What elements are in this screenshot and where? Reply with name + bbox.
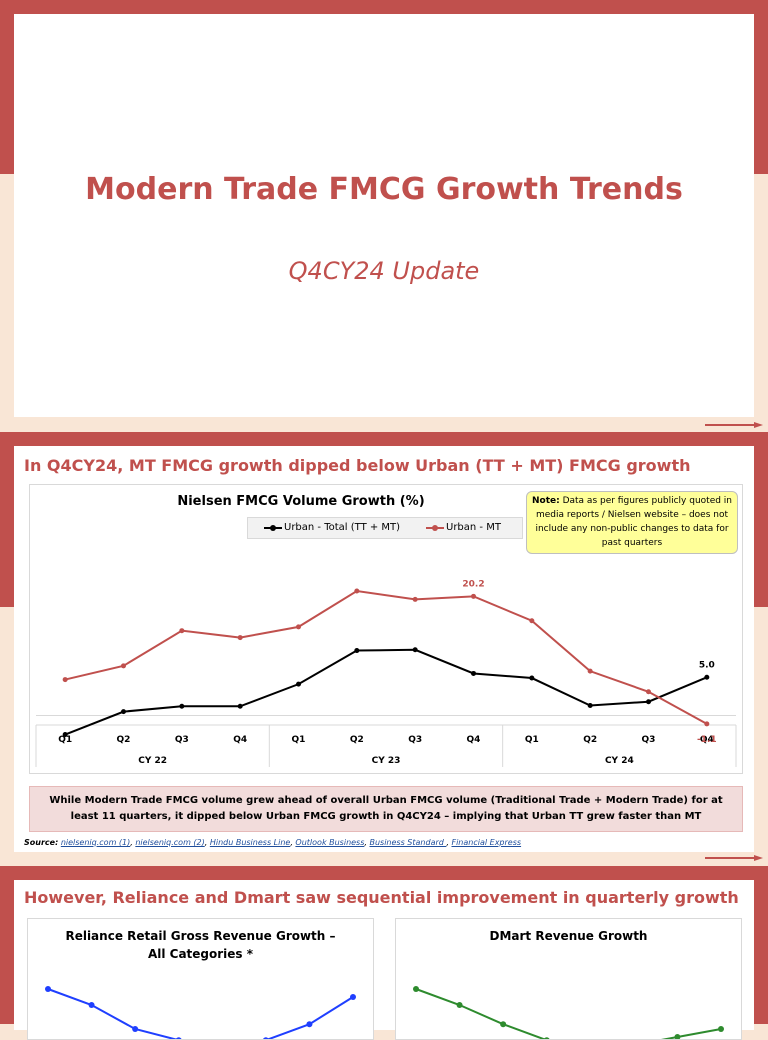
x-tick-label: Q3 [642,735,656,745]
x-tick-label: Q2 [117,735,131,745]
series-point-1 [237,635,243,641]
x-group-label: CY 22 [138,756,167,766]
line-chart-svg: Q1 Q2 Q3 Q4 Q1 Q2 Q3 Q4 Q1 Q2 Q3 Q4 CY 22 CY 23 CY 24 5… [35,579,737,767]
next-arrow-icon[interactable] [705,855,763,861]
next-arrow-icon[interactable] [705,422,763,428]
reliance-chart: Reliance Retail Gross Revenue Growth – A… [27,918,374,1040]
source-link-1[interactable]: nielseniq.com (1) [60,838,131,847]
series-point-0 [646,699,651,705]
cover-slide: Modern Trade FMCG Growth Trends Q4CY24 U… [14,14,754,417]
series-line-0 [64,648,708,736]
mini-series-line [415,988,722,1039]
dmart-line-svg [413,986,724,1039]
data-label: 5.0 [699,660,715,670]
mini-series-point [350,994,356,1000]
series-line-1 [64,589,708,725]
mini-series-point [263,1037,269,1039]
slide-reliance-dmart: However, Reliance and Dmart saw sequenti… [14,880,754,1040]
mini-series-line [47,988,354,1039]
reliance-line-svg [45,986,356,1039]
x-tick-label: Q4 [467,735,481,745]
mini-series-point [674,1034,681,1039]
nielsen-chart: Nielsen FMCG Volume Growth (%) Urban - T… [29,484,743,774]
series-point-1 [587,668,593,674]
series-point-1 [179,628,185,634]
series-point-1 [412,596,418,602]
series-point-0 [121,709,126,715]
x-tick-label: Q3 [175,735,189,745]
x-tick-label: Q2 [350,735,364,745]
source-link-6[interactable]: Financial Express [451,838,522,847]
data-label: 20.2 [462,579,484,589]
note-box: Note: Data as per figures publicly quote… [526,491,738,554]
summary-callout: While Modern Trade FMCG volume grew ahea… [29,786,743,832]
series-point-0 [354,648,360,654]
x-tick-label: Q1 [525,735,539,745]
series-point-0 [471,670,476,676]
mini-series-point [456,1002,463,1008]
series-point-1 [296,624,301,630]
mini-series-point [500,1021,507,1028]
chart-legend: Urban - Total (TT + MT) Urban - MT [247,517,523,539]
x-group-label: CY 24 [605,756,634,766]
series-point-0 [62,732,68,738]
page-subtitle: Q4CY24 Update [288,257,480,285]
slide-heading: In Q4CY24, MT FMCG growth dipped below U… [24,456,691,475]
source-link-4[interactable]: Outlook Business [295,838,365,847]
page-title: Modern Trade FMCG Growth Trends [85,172,683,207]
x-tick-label: Q4 [233,735,247,745]
series-point-1 [646,689,651,695]
data-label: -1.1 [697,735,717,745]
series-point-1 [121,663,126,669]
x-tick-label: Q1 [58,735,72,745]
x-tick-label: Q1 [292,735,306,745]
series-point-1 [62,677,68,683]
mini-series-point [132,1026,139,1032]
mini-series-point [718,1026,724,1032]
dmart-chart-title: DMart Revenue Growth [489,929,648,943]
series-point-0 [529,675,535,681]
x-tick-label: Q4 [700,735,714,745]
series-point-0 [412,647,418,653]
series-point-0 [704,674,710,680]
series-point-0 [237,703,243,709]
slide-heading: However, Reliance and Dmart saw sequenti… [24,888,739,907]
series-point-1 [704,721,710,727]
series-point-1 [354,588,360,594]
source-link-2[interactable]: nielseniq.com (2) [135,838,205,847]
mini-series-point [88,1002,95,1008]
series-point-1 [471,593,476,599]
mini-series-point [175,1037,182,1039]
series-point-0 [296,681,301,687]
dmart-chart: DMart Revenue Growth [395,918,742,1040]
mini-series-point [543,1037,550,1039]
chart-title: Nielsen FMCG Volume Growth (%) [177,494,425,509]
mini-series-point [306,1021,313,1028]
mini-series-point [413,986,419,992]
source-link-3[interactable]: Hindu Business Line [209,838,291,847]
series-point-0 [587,703,593,709]
mini-series-point [45,986,51,992]
x-group-label: CY 23 [372,756,401,766]
x-tick-label: Q2 [583,735,597,745]
reliance-chart-title: Reliance Retail Gross Revenue Growth – A… [65,929,336,961]
source-line: Source: nielseniq.com (1), nielseniq.com… [24,838,522,847]
series-point-1 [529,618,535,624]
slide-mt-growth: In Q4CY24, MT FMCG growth dipped below U… [14,446,754,852]
source-link-5[interactable]: Business Standard [369,838,447,847]
x-tick-label: Q3 [408,735,422,745]
series-point-0 [179,703,185,709]
